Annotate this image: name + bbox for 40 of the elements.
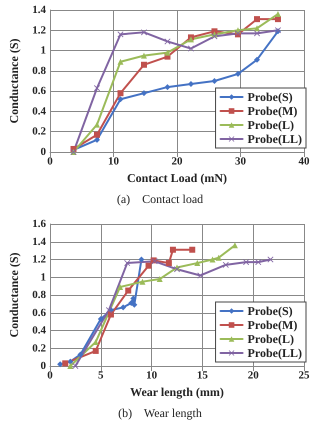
y-tick-label: 0.8 — [32, 64, 46, 77]
x-tick-label: 20 — [172, 156, 183, 168]
y-tick-label: 1.2 — [32, 254, 46, 266]
y-axis-title: Conductance (S) — [7, 38, 21, 124]
x-axis-title: Contact Load (mN) — [127, 170, 227, 185]
x-tick-label: 20 — [248, 370, 260, 382]
y-tick-label: 0 — [40, 146, 46, 158]
x-tick-label: 40 — [298, 156, 310, 168]
text: (a) Contact load — [116, 192, 204, 206]
y-tick-label: 1.4 — [32, 4, 46, 16]
x-tick-label: 25 — [298, 370, 310, 382]
y-tick-label: 0.6 — [32, 85, 46, 98]
text: (b) Wear length — [118, 406, 202, 420]
y-tick-label: 0.2 — [32, 342, 46, 354]
x-tick-label: 10 — [146, 370, 158, 382]
legend-label: Probe(S) — [248, 304, 293, 318]
x-tick-label: 15 — [196, 370, 208, 382]
y-tick-label: 1.6 — [32, 218, 46, 230]
legend-label: Probe(M) — [248, 318, 298, 332]
legend-label: Probe(LL) — [248, 346, 302, 360]
x-tick-label: 10 — [108, 156, 120, 168]
legend-label: Probe(L) — [248, 118, 294, 132]
x-tick-label: 30 — [235, 156, 246, 168]
legend-label: Probe(L) — [248, 332, 294, 346]
x-tick-label: 5 — [98, 370, 104, 382]
y-tick-label: 1.4 — [32, 236, 46, 248]
y-tick-label: 0.4 — [32, 105, 46, 118]
y-tick-label: 0.2 — [32, 126, 46, 138]
legend-label: Probe(M) — [248, 104, 298, 118]
y-tick-label: 1 — [40, 44, 46, 57]
y-tick-label: 1.2 — [32, 24, 46, 36]
y-tick-label: 1 — [40, 271, 46, 284]
legend-label: Probe(S) — [248, 90, 293, 104]
y-tick-label: 0.8 — [32, 289, 46, 301]
y-tick-label: 0 — [40, 360, 46, 372]
x-axis-title: Wear length (mm) — [130, 384, 224, 399]
legend-label: Probe(LL) — [248, 132, 302, 146]
y-tick-label: 0.6 — [32, 306, 46, 319]
y-axis-title: Conductance (S) — [7, 252, 21, 338]
y-tick-label: 0.4 — [32, 324, 46, 336]
